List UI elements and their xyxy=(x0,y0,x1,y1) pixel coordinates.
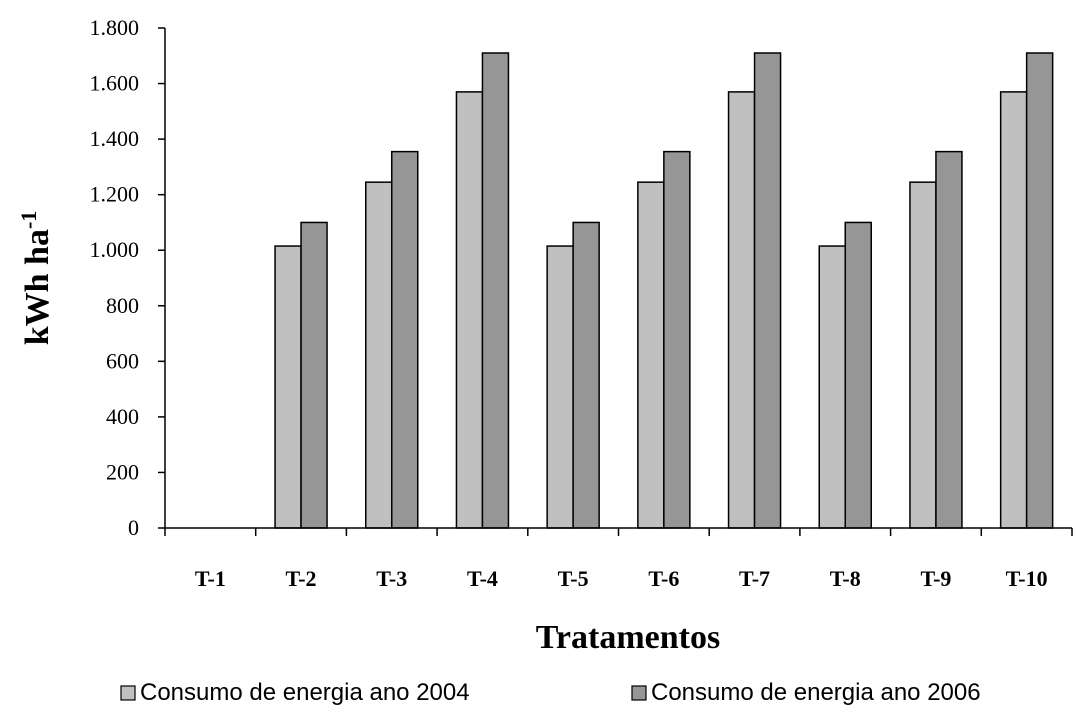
bar-T-6-series-1 xyxy=(637,181,665,529)
legend-label: Consumo de energia ano 2006 xyxy=(651,679,981,706)
y-tick-label: 800 xyxy=(106,293,139,318)
bar-T-3-series-2 xyxy=(391,150,419,529)
legend-label: Consumo de energia ano 2004 xyxy=(140,679,470,706)
bar-T-2-series-2 xyxy=(300,221,328,529)
y-axis-title-text: kWh ha xyxy=(19,229,56,345)
legend-swatch xyxy=(631,685,647,701)
x-tick-label: T-5 xyxy=(558,566,589,591)
x-tick-label: T-7 xyxy=(739,566,770,591)
bar-T-10-series-1 xyxy=(999,91,1028,529)
x-axis-title: Tratamentos xyxy=(536,619,720,656)
y-tick-label: 1.800 xyxy=(90,15,140,40)
bar-T-5-series-1 xyxy=(546,245,574,529)
bar-T-8-series-2 xyxy=(844,221,872,529)
y-tick-label: 1.000 xyxy=(90,237,140,262)
bar-T-7-series-2 xyxy=(753,52,782,529)
y-tick-label: 0 xyxy=(128,515,139,540)
y-tick-label: 1.200 xyxy=(90,182,140,207)
bar-T-7-series-1 xyxy=(727,91,756,529)
x-tick-label: T-10 xyxy=(1006,566,1048,591)
y-axis-title-superscript: -1 xyxy=(16,211,41,229)
y-tick-label: 400 xyxy=(106,404,139,429)
bar-T-3-series-1 xyxy=(365,181,393,529)
y-axis-title: kWh ha-1 xyxy=(16,211,56,346)
x-tick-label: T-2 xyxy=(286,566,317,591)
x-tick-label: T-1 xyxy=(195,566,226,591)
bar-T-6-series-2 xyxy=(663,150,691,529)
bar-T-9-series-2 xyxy=(935,150,963,529)
bar-T-5-series-2 xyxy=(572,221,600,529)
bar-T-9-series-1 xyxy=(909,181,937,529)
x-tick-label: T-6 xyxy=(648,566,679,591)
bar-T-4-series-2 xyxy=(481,52,510,529)
legend: Consumo de energia ano 2004 Consumo de en… xyxy=(120,679,981,706)
y-tick-label: 1.400 xyxy=(90,126,140,151)
x-axis-ticks: T-1 T-2 T-3 T-4 T-5 T-6 T-7 T-8 T-9 T-10 xyxy=(164,528,1073,591)
x-tick-label: T-9 xyxy=(920,566,951,591)
legend-swatch xyxy=(120,685,136,701)
bar-T-2-series-1 xyxy=(274,245,302,529)
y-tick-label: 600 xyxy=(106,348,139,373)
x-tick-label: T-3 xyxy=(376,566,407,591)
bar-T-10-series-2 xyxy=(1025,52,1054,529)
bar-T-8-series-1 xyxy=(818,245,846,529)
y-axis-ticks: 0 200 400 600 800 1.000 1.200 1.400 1.600 1.800 xyxy=(90,15,165,540)
y-tick-label: 1.600 xyxy=(90,71,140,96)
x-tick-label: T-4 xyxy=(467,566,498,591)
x-tick-label: T-8 xyxy=(830,566,861,591)
bars xyxy=(274,52,1054,529)
y-tick-label: 200 xyxy=(106,459,139,484)
bar-T-4-series-1 xyxy=(455,91,484,529)
